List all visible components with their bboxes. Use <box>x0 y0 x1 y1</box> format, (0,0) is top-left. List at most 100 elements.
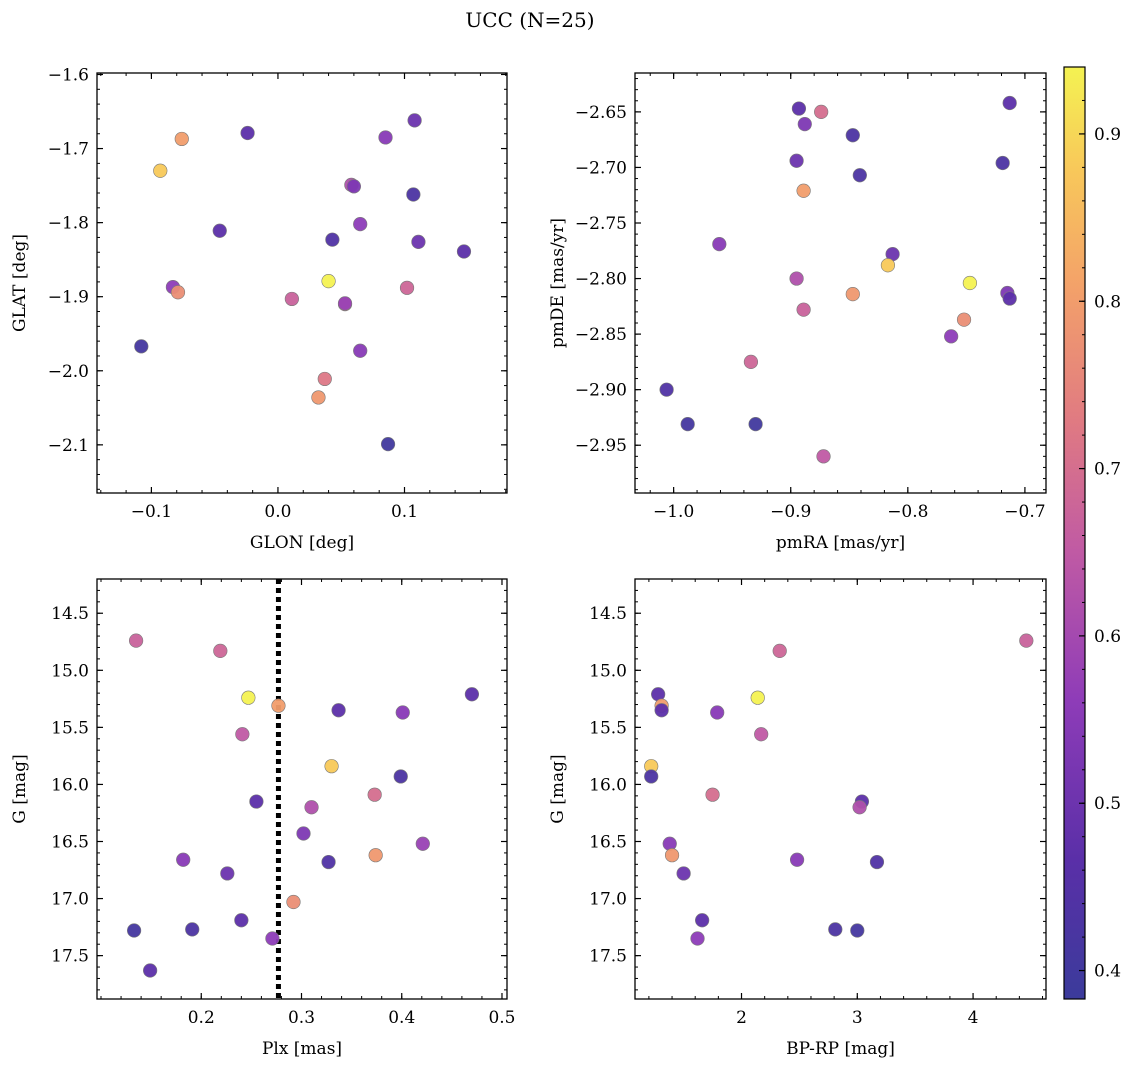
scatter-point <box>962 275 977 291</box>
scatter-point <box>174 131 189 147</box>
y-tick-label: −2.90 <box>575 381 627 401</box>
scatter-point <box>659 382 674 397</box>
y-tick-label: −2.80 <box>575 270 627 290</box>
scatter-point <box>750 690 765 705</box>
scatter-point <box>748 417 763 432</box>
scatter-point <box>995 155 1010 171</box>
scatter-point <box>213 643 228 659</box>
scatter-point <box>321 854 336 870</box>
y-axis-label: GLAT [deg] <box>10 234 30 332</box>
scatter-point <box>317 371 332 387</box>
scatter-point <box>271 698 286 713</box>
y-tick-label: −2.70 <box>575 158 627 178</box>
scatter-point <box>143 963 158 978</box>
scatter-point <box>1019 633 1034 648</box>
scatter-point <box>791 101 807 116</box>
panel-plx-g: 0.2 0.3 0.4 0.5 14.5 15.0 15.5 16.0 16.5 17.0 17.5… <box>10 578 516 1059</box>
scatter-point <box>235 727 250 742</box>
scatter-point <box>845 128 860 143</box>
panel-glon-glat: −0.1 0.0 0.1 −1.6 −1.7 −1.8 −1.9 −2.0 −2.1 GLON [… <box>10 65 508 553</box>
y-tick-label: −2.0 <box>48 362 89 382</box>
x-tick-label: 0.4 <box>388 1008 415 1028</box>
scatter-point <box>240 125 255 141</box>
scatter-point <box>1002 95 1017 111</box>
scatter-point <box>321 274 336 289</box>
x-tick-label: −1.0 <box>653 502 694 522</box>
scatter-point <box>368 848 383 863</box>
scatter-point <box>380 437 396 452</box>
x-tick-label: −0.1 <box>131 502 172 522</box>
scatter-point <box>311 390 326 405</box>
scatter-point <box>796 183 811 198</box>
scatter-point <box>153 163 168 178</box>
scatter-point <box>367 787 382 802</box>
scatter-point <box>134 339 149 354</box>
axes-frame <box>96 578 508 1000</box>
y-tick-label: −2.65 <box>575 103 627 123</box>
scatter-point <box>393 769 408 784</box>
x-tick-label: 0.2 <box>188 1008 215 1028</box>
scatter-point <box>170 285 186 300</box>
colorbar-tick-label: 0.6 <box>1094 627 1121 647</box>
y-tick-label: 15.5 <box>589 718 627 738</box>
colorbar-gradient <box>1063 66 1086 1000</box>
scatter-point <box>852 168 867 183</box>
scatter-point <box>845 287 860 302</box>
scatter-point <box>710 705 725 720</box>
scatter-point <box>816 449 831 464</box>
scatter-point <box>128 633 144 648</box>
scatter-point <box>406 187 421 202</box>
colorbar-tick-label: 0.7 <box>1094 460 1121 480</box>
scatter-point <box>850 923 865 938</box>
y-tick-label: 15.0 <box>589 661 627 681</box>
scatter-point <box>664 848 680 863</box>
y-tick-label: 16.5 <box>589 833 627 853</box>
scatter-point <box>353 217 368 232</box>
scatter-point <box>464 687 480 702</box>
y-tick-label: 15.0 <box>51 661 89 681</box>
scatter-point <box>411 234 426 249</box>
scatter-point <box>654 703 669 718</box>
scatter-point <box>796 302 811 317</box>
y-tick-label: −1.9 <box>48 288 89 308</box>
scatter-point <box>676 866 691 881</box>
y-tick-label: −1.6 <box>48 65 89 85</box>
scatter-point <box>234 913 249 928</box>
x-axis-label: GLON [deg] <box>250 533 354 553</box>
panel-bprp-g: 2 3 4 14.5 15.0 15.5 16.0 16.5 17.0 17.5 BP-RP [ma… <box>548 578 1047 1059</box>
y-axis-label: G [mag] <box>548 754 568 823</box>
y-tick-label: −1.7 <box>48 140 89 160</box>
x-tick-label: −0.9 <box>770 502 811 522</box>
scatter-point <box>304 800 319 815</box>
colorbar-tick-label: 0.4 <box>1094 962 1121 982</box>
scatter-point <box>325 232 340 247</box>
scatter-point <box>185 922 200 937</box>
scatter-point <box>415 836 430 851</box>
y-tick-label: −1.8 <box>48 214 89 234</box>
scatter-point <box>353 343 368 358</box>
y-tick-label: 17.0 <box>51 890 89 910</box>
x-tick-label: 0.1 <box>391 502 418 522</box>
scatter-point <box>754 727 769 742</box>
scatter-point <box>743 354 759 369</box>
scatter-point <box>286 894 301 910</box>
scatter-point <box>399 280 415 295</box>
scatter-point <box>337 296 353 311</box>
scatter-point <box>220 866 235 881</box>
scatter-point <box>241 690 256 705</box>
scatter-point <box>296 826 311 841</box>
scatter-point <box>212 223 227 238</box>
scatter-point <box>852 800 867 815</box>
y-tick-label: 17.0 <box>589 890 627 910</box>
scatter-point <box>456 244 472 259</box>
scatter-point <box>712 237 727 252</box>
axes-frame <box>634 578 1047 1000</box>
colorbar: 0.4 0.5 0.6 0.7 0.8 0.9 <box>1063 66 1121 1000</box>
colorbar-tick-label: 0.8 <box>1094 292 1121 312</box>
x-tick-label: −0.7 <box>1004 502 1045 522</box>
scatter-point <box>880 258 896 273</box>
y-tick-label: 16.0 <box>51 775 89 795</box>
x-axis-label: BP-RP [mag] <box>786 1039 895 1059</box>
colorbar-tick-label: 0.5 <box>1094 794 1121 814</box>
